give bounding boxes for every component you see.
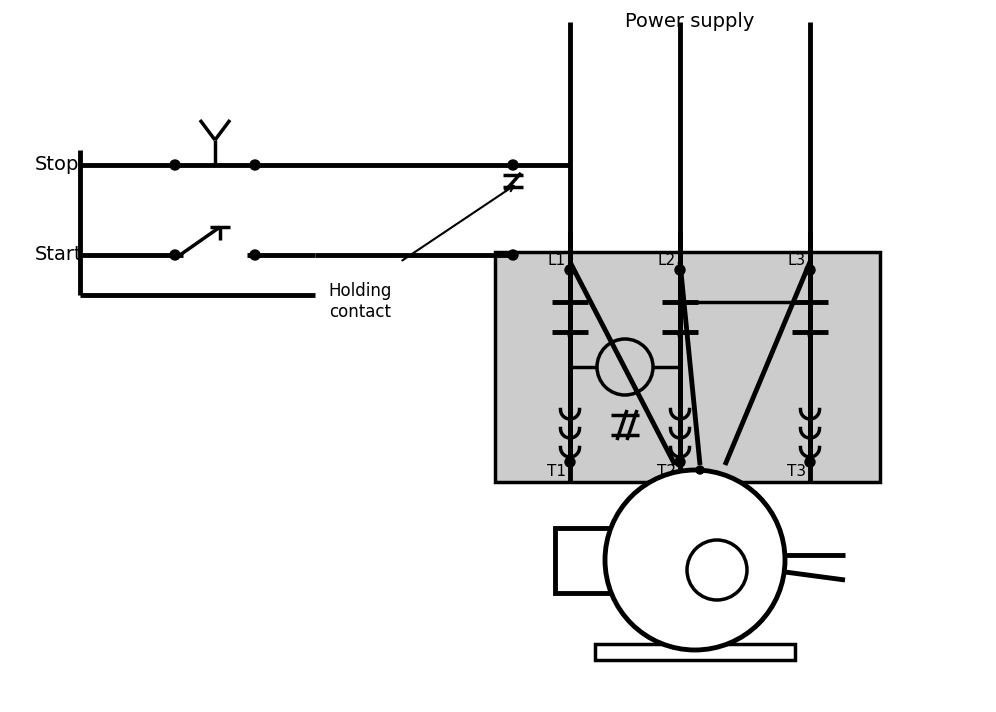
- Text: Stop: Stop: [35, 155, 80, 174]
- Bar: [595, 644, 795, 660]
- Text: L2: L2: [658, 253, 676, 268]
- Circle shape: [250, 160, 260, 170]
- Text: T1: T1: [547, 464, 566, 479]
- Bar: [555, 528, 610, 592]
- Circle shape: [250, 250, 260, 260]
- Circle shape: [170, 250, 180, 260]
- Text: L3: L3: [788, 253, 806, 268]
- Text: Power supply: Power supply: [625, 12, 755, 31]
- Text: T2: T2: [657, 464, 676, 479]
- Circle shape: [605, 470, 785, 650]
- Circle shape: [687, 540, 747, 600]
- Circle shape: [170, 160, 180, 170]
- Text: Holding
contact: Holding contact: [329, 282, 391, 321]
- Circle shape: [805, 457, 815, 467]
- Circle shape: [565, 265, 575, 275]
- Circle shape: [805, 265, 815, 275]
- Circle shape: [675, 457, 685, 467]
- Circle shape: [565, 457, 575, 467]
- Text: T3: T3: [787, 464, 806, 479]
- Bar: [495, 252, 880, 482]
- Circle shape: [508, 250, 518, 260]
- Circle shape: [696, 466, 704, 474]
- Circle shape: [508, 160, 518, 170]
- Circle shape: [675, 265, 685, 275]
- Text: L1: L1: [548, 253, 566, 268]
- Text: Start: Start: [35, 246, 83, 264]
